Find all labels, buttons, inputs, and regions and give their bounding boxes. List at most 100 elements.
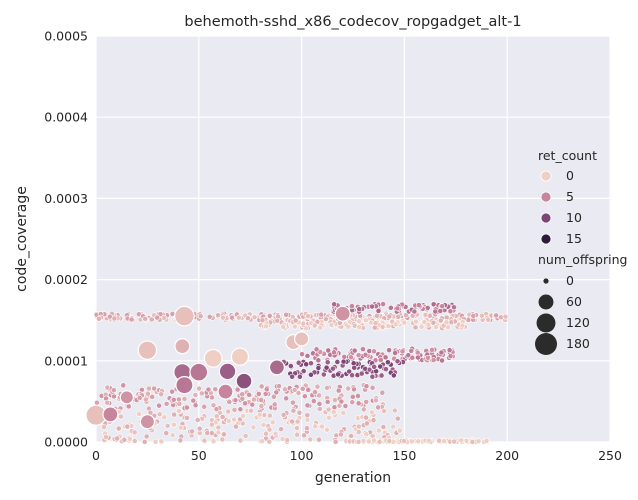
data-point — [458, 437, 465, 444]
data-point — [249, 401, 256, 408]
data-point — [332, 439, 339, 445]
legend-hue-marker — [540, 191, 552, 203]
y-tick-label: 0.0001 — [44, 353, 88, 368]
y-tick-labels: 0.0000 0.0001 0.0002 0.0003 0.0004 0.0005 — [44, 29, 88, 450]
data-point — [349, 372, 355, 379]
data-point — [296, 373, 303, 380]
data-point — [451, 304, 457, 311]
data-point — [226, 399, 233, 405]
x-tick-label: 100 — [290, 448, 314, 463]
data-point — [119, 390, 134, 405]
data-point — [235, 372, 253, 390]
data-point — [335, 371, 341, 378]
data-point — [258, 403, 265, 409]
data-point — [392, 321, 399, 328]
data-point — [101, 424, 107, 430]
data-point — [184, 415, 190, 421]
data-point — [447, 308, 454, 315]
data-point — [394, 358, 401, 365]
data-point — [131, 429, 138, 436]
data-point — [203, 348, 223, 368]
data-point — [362, 351, 369, 358]
legend-size-marker — [536, 313, 556, 333]
data-point — [233, 423, 239, 430]
data-point — [355, 429, 362, 435]
data-point — [380, 424, 387, 430]
data-point — [158, 391, 165, 398]
data-point — [152, 438, 159, 445]
data-point — [294, 418, 301, 425]
data-point — [280, 412, 287, 418]
data-point — [386, 347, 392, 354]
data-point — [304, 425, 310, 432]
data-point — [189, 362, 209, 382]
data-point — [164, 422, 171, 429]
data-point — [212, 386, 219, 393]
data-point — [206, 313, 213, 320]
data-point — [308, 371, 314, 378]
data-point — [115, 425, 122, 432]
data-point — [289, 418, 296, 425]
data-point — [174, 338, 191, 355]
data-point — [411, 308, 418, 315]
data-point — [237, 437, 244, 444]
data-point — [386, 313, 393, 320]
data-point — [413, 318, 419, 325]
data-point — [316, 406, 323, 412]
data-point — [430, 301, 437, 308]
data-point — [469, 438, 476, 445]
data-point — [118, 413, 124, 420]
data-point — [131, 438, 138, 444]
data-point — [375, 404, 382, 411]
data-point — [391, 407, 398, 414]
data-point — [114, 435, 121, 442]
data-point — [219, 436, 226, 443]
data-point — [345, 323, 352, 330]
data-point — [394, 305, 401, 312]
legend-hue-label: 5 — [566, 189, 574, 204]
data-point — [219, 414, 226, 420]
y-axis-label: code_coverage — [14, 186, 30, 292]
data-point — [240, 413, 247, 419]
data-point — [278, 426, 284, 433]
data-point — [384, 359, 391, 366]
data-point — [432, 308, 439, 315]
data-point — [280, 323, 286, 330]
data-point — [291, 386, 298, 393]
data-point — [272, 430, 279, 437]
data-point — [141, 438, 148, 445]
data-point — [251, 396, 257, 403]
legend-hue-label: 15 — [566, 231, 582, 246]
data-point — [266, 412, 273, 419]
legend-size-marker — [538, 294, 554, 310]
data-point — [416, 302, 422, 308]
data-point — [197, 313, 204, 320]
y-tick-label: 0.0004 — [44, 110, 88, 125]
data-point — [136, 395, 143, 401]
data-point — [256, 411, 263, 418]
data-point — [192, 392, 199, 398]
data-point — [379, 389, 386, 396]
data-point — [175, 396, 182, 403]
data-point — [415, 438, 422, 445]
data-point — [270, 393, 277, 400]
data-point — [245, 315, 251, 322]
data-point — [308, 360, 314, 367]
data-point — [269, 419, 276, 426]
data-point — [234, 386, 241, 393]
data-point — [151, 385, 158, 392]
data-point — [381, 408, 387, 414]
data-point — [324, 385, 330, 391]
data-point — [201, 437, 208, 444]
data-point — [110, 387, 117, 394]
data-point — [283, 311, 290, 318]
legend-hue-marker — [540, 212, 552, 224]
y-tick-label: 0.0000 — [44, 435, 88, 450]
data-point — [263, 430, 269, 437]
data-point — [338, 398, 345, 405]
data-point — [485, 316, 492, 323]
data-point — [196, 385, 203, 392]
data-point — [415, 354, 421, 361]
data-point — [351, 386, 357, 393]
data-point — [294, 425, 300, 432]
